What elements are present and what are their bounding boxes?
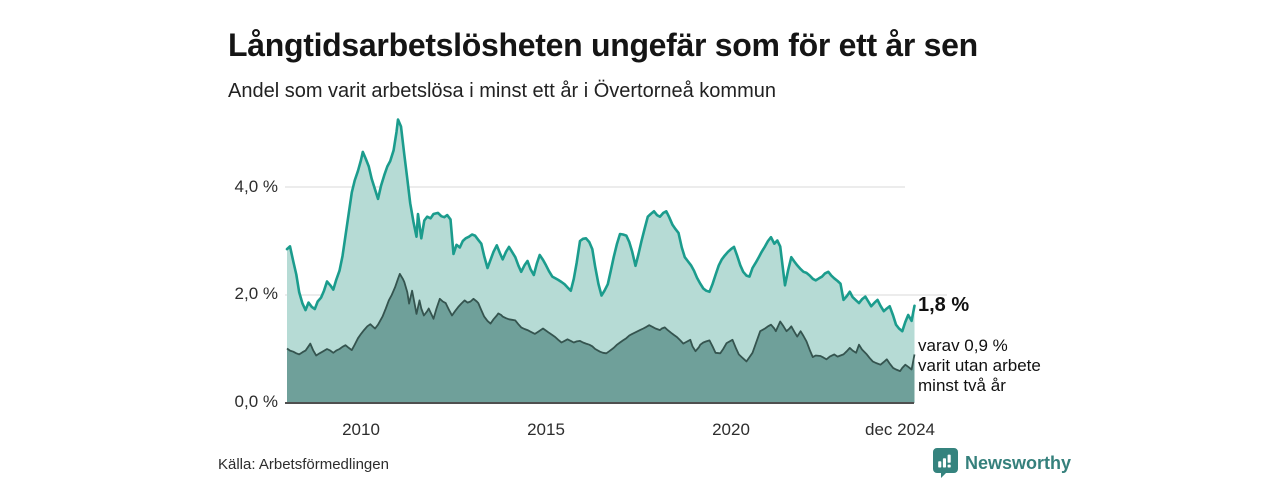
newsworthy-logo-icon bbox=[933, 448, 958, 478]
x-tick-2020: 2020 bbox=[712, 420, 750, 439]
source-note: Källa: Arbetsförmedlingen bbox=[218, 456, 389, 473]
annotation-line-1: varav 0,9 % bbox=[918, 336, 1008, 355]
latest-value-label: 1,8 % bbox=[918, 294, 970, 316]
y-tick-0: 0,0 % bbox=[234, 392, 278, 411]
chart-subtitle: Andel som varit arbetslösa i minst ett å… bbox=[228, 80, 776, 102]
x-tick-2015: 2015 bbox=[527, 420, 565, 439]
x-tick-dec-2024: dec 2024 bbox=[865, 420, 935, 439]
annotation-line-3: minst två år bbox=[918, 376, 1006, 395]
newsworthy-wordmark: Newsworthy bbox=[965, 452, 1072, 473]
annotation-line-2: varit utan arbete bbox=[918, 356, 1041, 375]
chart-title: Långtidsarbetslösheten ungefär som för e… bbox=[228, 27, 978, 64]
y-tick-4: 4,0 % bbox=[234, 177, 278, 196]
newsworthy-branding[interactable]: Newsworthy bbox=[933, 448, 1071, 478]
latest-value-annotation: 1,8 % varav 0,9 % varit utan arbete mins… bbox=[918, 294, 1278, 396]
y-tick-2: 2,0 % bbox=[234, 284, 278, 303]
x-tick-2010: 2010 bbox=[342, 420, 380, 439]
annotation-detail: varav 0,9 % varit utan arbete minst två … bbox=[918, 336, 1278, 396]
